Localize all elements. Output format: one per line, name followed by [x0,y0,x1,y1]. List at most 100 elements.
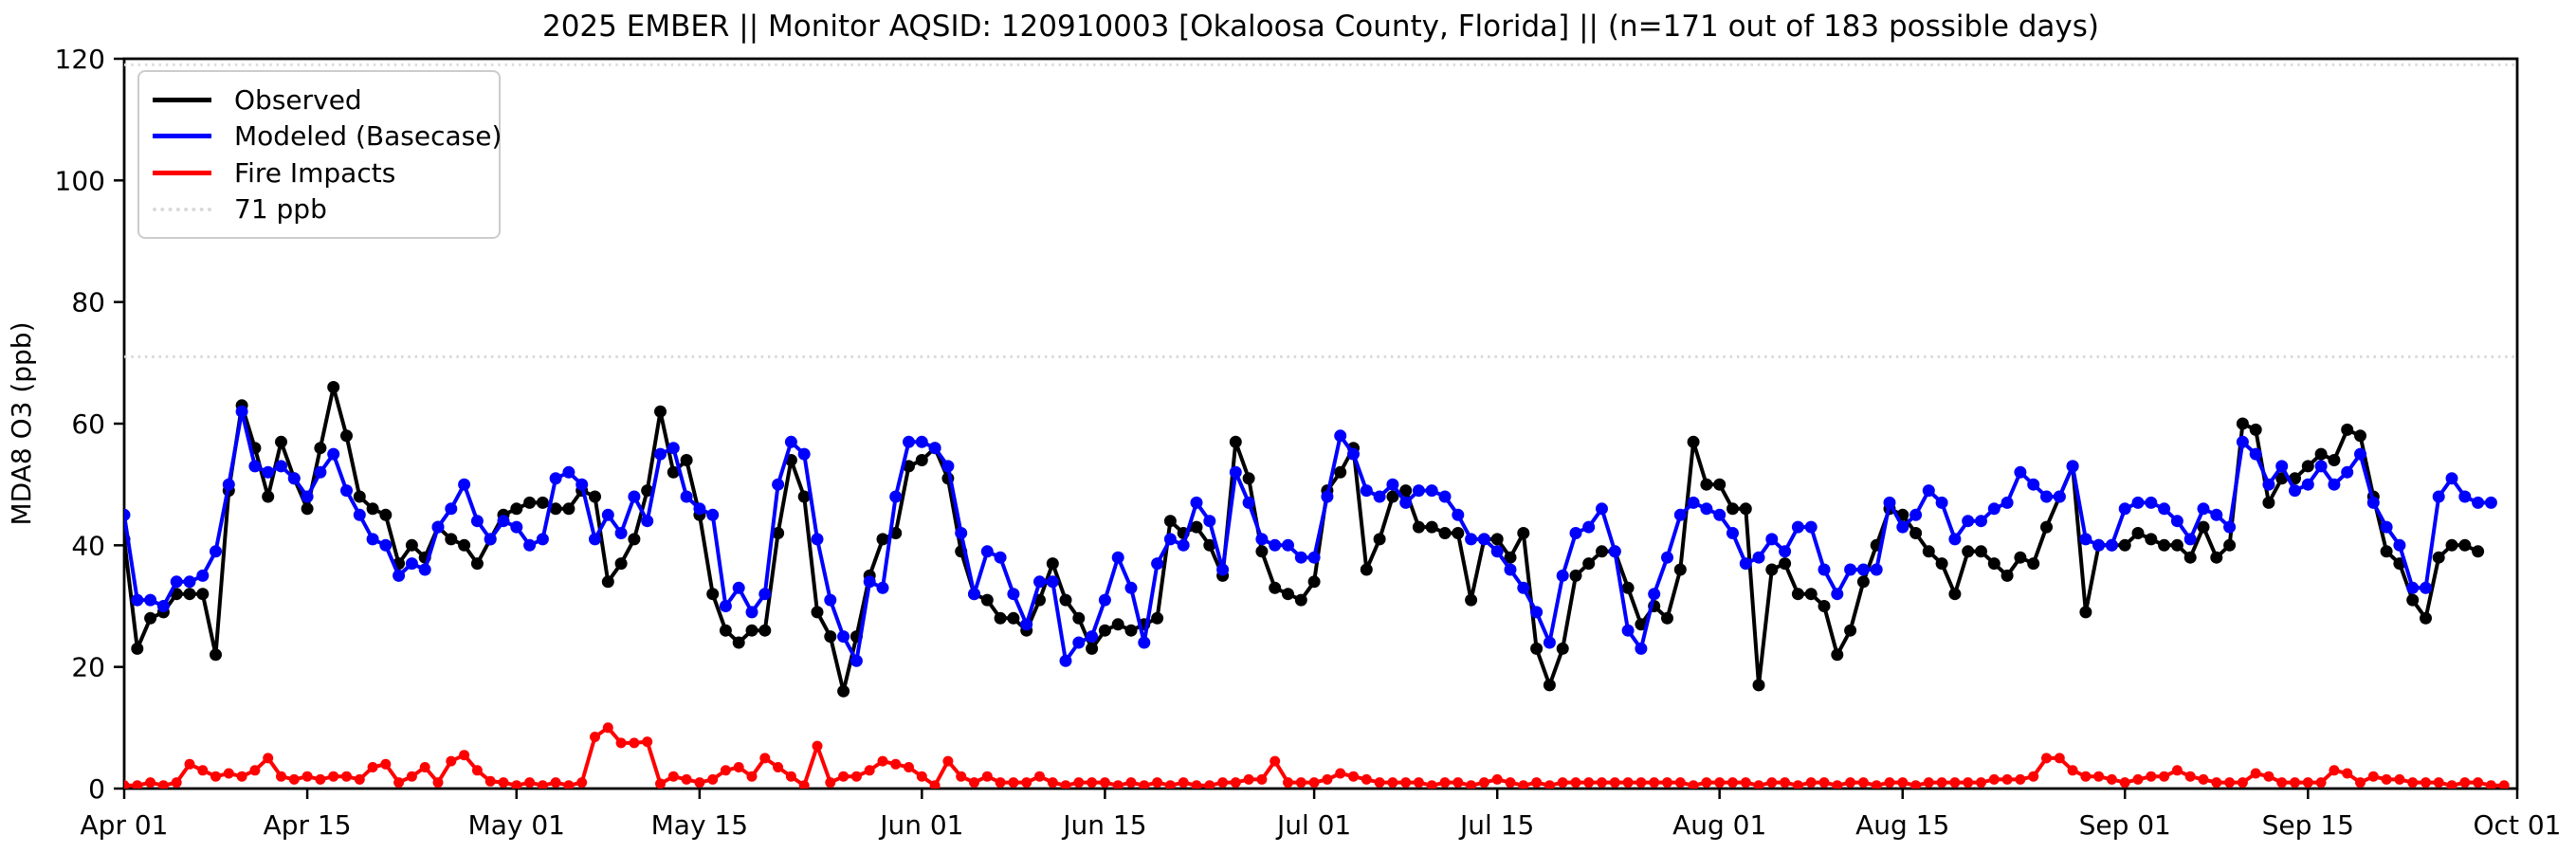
data-point-marker [1163,515,1177,528]
data-point-marker [184,758,195,770]
data-point-marker [418,563,431,576]
data-point-marker [863,575,876,589]
data-point-marker [2381,773,2392,785]
data-point-marker [2445,538,2458,552]
data-point-marker [156,600,170,612]
data-point-marker [1138,636,1151,649]
data-point-marker [366,533,379,546]
legend-label-modeled: Modeled (Basecase) [234,120,502,153]
x-tick-label: May 01 [468,809,565,841]
data-point-marker [719,624,732,637]
data-point-marker [1046,557,1059,571]
data-point-marker [549,472,562,485]
data-point-marker [1962,545,1975,558]
data-point-marker [2342,768,2353,779]
data-point-marker [1765,563,1779,576]
data-point-marker [928,442,941,455]
data-point-marker [1425,484,1438,498]
data-point-marker [1662,777,1672,789]
data-point-marker [1936,777,1947,789]
data-point-marker [2183,551,2197,564]
data-point-marker [353,490,366,503]
data-point-marker [301,490,314,503]
data-point-marker [2131,496,2145,509]
data-point-marker [1530,606,1544,619]
data-point-marker [694,777,705,789]
data-point-marker [824,630,837,644]
data-point-marker [2053,490,2066,503]
data-point-marker [1975,545,1987,558]
data-point-marker [1399,484,1413,498]
data-point-marker [1021,777,1032,789]
data-point-marker [903,460,915,473]
data-point-marker [1922,545,1935,558]
data-point-marker [2420,611,2432,625]
data-point-marker [2118,538,2131,552]
data-point-marker [1621,624,1635,637]
data-point-marker [1465,533,1478,546]
data-point-marker [1111,551,1124,564]
data-point-marker [681,773,692,785]
data-point-marker [1517,581,1530,594]
data-point-marker [2366,496,2380,509]
data-point-marker [1478,777,1489,789]
data-point-marker [941,460,955,473]
data-point-marker [929,780,941,789]
x-axis-ticks: Apr 01 Apr 15 May 01 May 15 Jun 01 Jun 15 Jul … [81,789,2561,841]
data-point-marker [1072,611,1086,625]
data-point-marker [1270,755,1281,767]
data-point-marker [1844,624,1857,637]
data-point-marker [1490,545,1504,558]
data-point-marker [1608,545,1621,558]
data-point-marker [1870,563,1883,576]
data-point-marker [1935,557,1948,571]
data-point-marker [1752,551,1765,564]
data-point-marker [1949,777,1961,789]
data-point-marker [2355,777,2366,789]
data-point-marker [797,447,811,461]
data-point-marker [1191,780,1202,789]
data-point-marker [602,722,613,734]
data-point-marker [1373,490,1386,503]
data-point-marker [2223,538,2237,552]
data-point-marker [1177,538,1190,552]
data-point-marker [2146,771,2157,782]
series-observed [124,381,2485,698]
data-point-marker [223,768,234,779]
x-tick-label: Sep 15 [2262,809,2354,841]
data-point-marker [850,654,863,667]
data-point-marker [1635,777,1647,789]
data-point-marker [2472,496,2485,509]
data-point-marker [458,478,471,491]
data-point-marker [340,429,353,443]
data-point-marker [2458,538,2472,552]
data-point-marker [523,538,537,552]
data-point-marker [1530,642,1544,655]
data-point-marker [2421,777,2431,789]
data-point-marker [1060,780,1071,789]
chart-title: 2025 EMBER || Monitor AQSID: 120910003 [… [542,9,2099,44]
data-point-marker [1361,773,1372,785]
data-point-marker [837,630,850,644]
data-point-marker [2420,581,2432,594]
data-point-marker [2197,502,2210,516]
data-point-marker [1255,545,1269,558]
data-point-marker [2118,502,2131,516]
data-point-marker [1779,545,1792,558]
data-point-marker [772,527,785,539]
data-point-marker [864,765,875,776]
data-point-marker [798,780,810,789]
data-point-marker [2001,569,2014,582]
data-point-marker [2380,545,2393,558]
data-point-marker [2054,753,2065,764]
data-point-marker [785,771,796,782]
data-point-marker [1152,777,1163,789]
data-point-marker [1086,642,1099,655]
data-point-marker [562,465,575,479]
data-point-marker [956,771,967,782]
data-point-marker [1845,777,1856,789]
data-point-marker [2328,478,2341,491]
data-point-marker [301,771,313,782]
data-point-marker [1412,520,1425,534]
series-modeled-basecase [124,405,2497,667]
